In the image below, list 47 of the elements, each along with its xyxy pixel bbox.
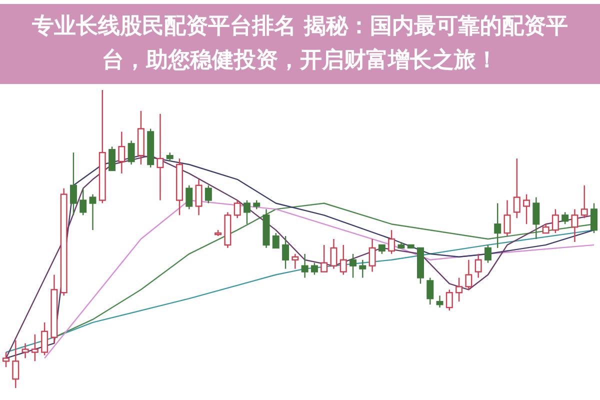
- candlestick: [350, 253, 357, 278]
- candlestick: [22, 342, 29, 359]
- candlestick: [31, 334, 38, 362]
- candlestick: [562, 212, 569, 225]
- candlestick: [186, 184, 193, 210]
- candlestick: [523, 194, 530, 225]
- candlestick: [89, 194, 96, 231]
- candlestick: [243, 200, 250, 225]
- candlestick: [70, 152, 77, 216]
- candlestick: [301, 253, 308, 278]
- candlestick: [474, 253, 482, 278]
- candlestick: [234, 200, 241, 219]
- candlestick: [580, 184, 588, 219]
- candlestick: [446, 289, 453, 312]
- candlestick: [426, 277, 434, 306]
- candlestick: [41, 322, 48, 356]
- candlestick: [340, 244, 347, 276]
- candlestick: [204, 184, 212, 204]
- candlestick: [532, 196, 540, 240]
- candlestick: [80, 188, 87, 216]
- candlestick: [465, 259, 472, 290]
- chart-title: 专业长线股民配资平台排名 揭秘：国内最可靠的配资平台，助您稳健投资，开启财富增长之旅！: [31, 13, 569, 75]
- candlestick: [368, 238, 376, 272]
- candlestick: [484, 244, 492, 264]
- candlestick: [388, 229, 396, 254]
- candlestick: [590, 202, 598, 234]
- candlestick: [494, 202, 502, 249]
- candlestick: [359, 259, 366, 278]
- candlestick: [12, 340, 20, 389]
- candlestick: [2, 352, 10, 368]
- candlestick: [272, 232, 280, 249]
- candlestick: [108, 146, 116, 172]
- candlestick: [195, 178, 202, 216]
- candlestick: [330, 238, 338, 270]
- candlestick: [552, 208, 559, 234]
- candlestick: [504, 200, 511, 237]
- candlestick: [310, 262, 318, 276]
- candlestick: [292, 253, 299, 270]
- candlestick: [436, 295, 444, 308]
- candlestick: [456, 277, 463, 302]
- candlestick: [156, 113, 164, 201]
- candlestick: [118, 131, 126, 174]
- candlestick: [282, 235, 290, 270]
- candlestick: [128, 140, 135, 166]
- candlestick: [571, 208, 578, 243]
- candlestick: [513, 158, 520, 219]
- candlestick: [320, 244, 328, 272]
